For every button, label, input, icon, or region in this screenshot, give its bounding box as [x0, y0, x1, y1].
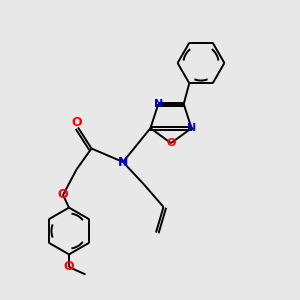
Text: N: N: [187, 123, 196, 133]
Text: O: O: [71, 116, 82, 130]
Text: N: N: [154, 99, 163, 109]
Text: O: O: [58, 188, 68, 202]
Text: N: N: [118, 155, 128, 169]
Text: O: O: [64, 260, 74, 274]
Text: O: O: [166, 138, 176, 148]
